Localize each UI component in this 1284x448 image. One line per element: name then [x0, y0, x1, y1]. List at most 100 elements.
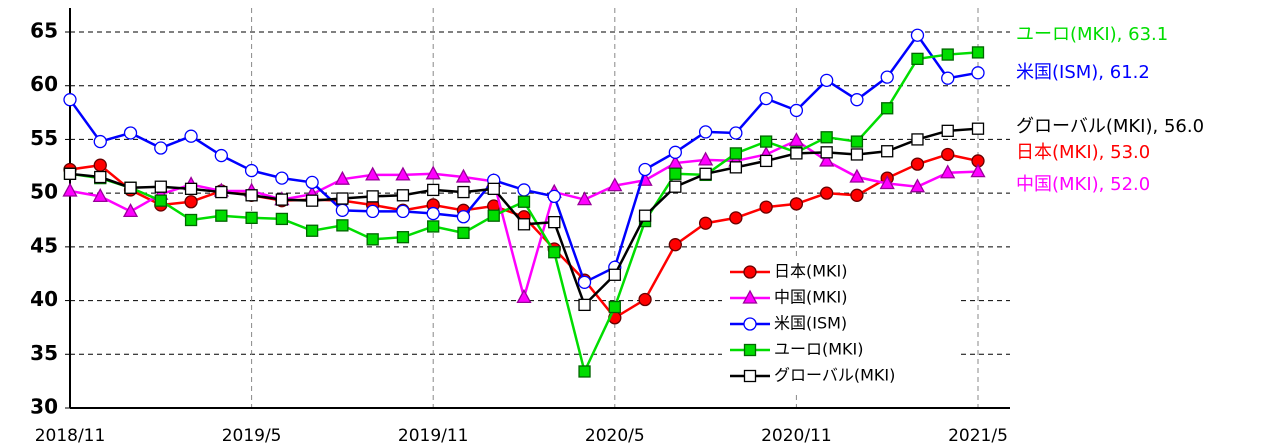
data-point [396, 189, 410, 202]
data-point [154, 180, 167, 193]
data-point [909, 178, 926, 193]
data-point [608, 268, 621, 281]
data-point [305, 175, 319, 190]
data-point [789, 103, 804, 118]
data-point [517, 183, 531, 197]
data-point [638, 162, 652, 177]
end-label: 日本(MKI), 53.0 [1016, 142, 1150, 163]
data-point [578, 298, 591, 312]
y-tick-label: 55 [30, 126, 58, 150]
data-point [366, 190, 379, 203]
data-point [971, 122, 985, 135]
data-point [366, 233, 379, 246]
data-point [456, 210, 471, 224]
data-point [729, 161, 743, 174]
y-tick-label: 60 [30, 72, 58, 96]
data-point [184, 129, 198, 143]
data-point [396, 204, 410, 219]
data-point [396, 231, 410, 244]
y-tick-label: 30 [30, 395, 58, 419]
data-point [425, 165, 441, 180]
data-point [305, 194, 319, 207]
data-point [881, 145, 894, 158]
data-point [487, 182, 500, 195]
data-point [971, 66, 985, 80]
data-point [154, 141, 168, 155]
data-point [971, 46, 985, 59]
data-point [669, 180, 682, 193]
data-point [759, 154, 773, 168]
legend-marker [743, 369, 757, 383]
data-point [245, 211, 258, 225]
data-point [820, 131, 833, 144]
legend-marker [743, 317, 757, 331]
end-label: 米国(ISM), 61.2 [1016, 62, 1150, 83]
data-point [275, 212, 289, 226]
data-point [517, 218, 531, 231]
data-point [911, 52, 924, 66]
y-tick-label: 35 [30, 341, 58, 365]
data-point [850, 93, 864, 107]
data-point [699, 167, 712, 180]
data-point [334, 170, 350, 185]
data-point [457, 226, 470, 240]
y-tick-label: 45 [30, 233, 58, 257]
data-point [336, 219, 349, 232]
end-label: 中国(MKI), 52.0 [1016, 174, 1150, 195]
data-point [820, 73, 834, 87]
x-tick-label: 2019/5 [222, 426, 282, 446]
legend-label: グローバル(MKI) [774, 366, 895, 385]
data-point [184, 182, 198, 195]
data-point [850, 135, 864, 148]
data-point [698, 125, 713, 139]
y-tick-label: 65 [30, 19, 58, 43]
data-point [881, 102, 894, 115]
data-point [426, 206, 440, 221]
data-point [548, 246, 561, 259]
data-point [124, 181, 137, 194]
data-point [911, 133, 924, 146]
data-point [245, 189, 258, 202]
legend-label: 中国(MKI) [774, 288, 848, 307]
x-tick-label: 2020/5 [585, 426, 645, 446]
data-point [63, 93, 77, 107]
data-point [850, 148, 864, 161]
data-point [940, 164, 956, 179]
data-point [729, 211, 743, 225]
data-point [819, 152, 835, 167]
legend-label: ユーロ(MKI) [774, 340, 864, 359]
data-point [638, 209, 652, 222]
data-point [941, 124, 954, 137]
data-point [427, 220, 440, 233]
data-point [669, 167, 682, 180]
data-point [790, 147, 803, 160]
data-point [607, 177, 623, 192]
data-point [184, 213, 198, 227]
data-point [729, 126, 743, 140]
data-point [910, 28, 925, 42]
data-point [275, 171, 289, 185]
data-point [457, 185, 470, 199]
data-point [154, 194, 167, 207]
end-label: ユーロ(MKI), 63.1 [1016, 24, 1168, 45]
data-point [214, 148, 228, 163]
x-tick-label: 2020/11 [761, 426, 832, 446]
x-tick-label: 2021/5 [948, 426, 1008, 446]
data-point [516, 288, 532, 303]
data-point [970, 163, 986, 178]
data-point [244, 163, 259, 178]
data-point [366, 204, 380, 219]
data-point [487, 209, 500, 222]
data-point [941, 48, 954, 61]
data-point [93, 158, 107, 172]
data-point [729, 147, 743, 160]
y-tick-label: 40 [30, 287, 58, 311]
data-point [759, 200, 773, 214]
data-point [62, 182, 78, 197]
data-point [123, 126, 138, 140]
data-point [517, 195, 531, 208]
data-point [455, 168, 472, 183]
data-point [184, 195, 198, 209]
data-point [759, 135, 773, 148]
data-point [395, 166, 411, 181]
